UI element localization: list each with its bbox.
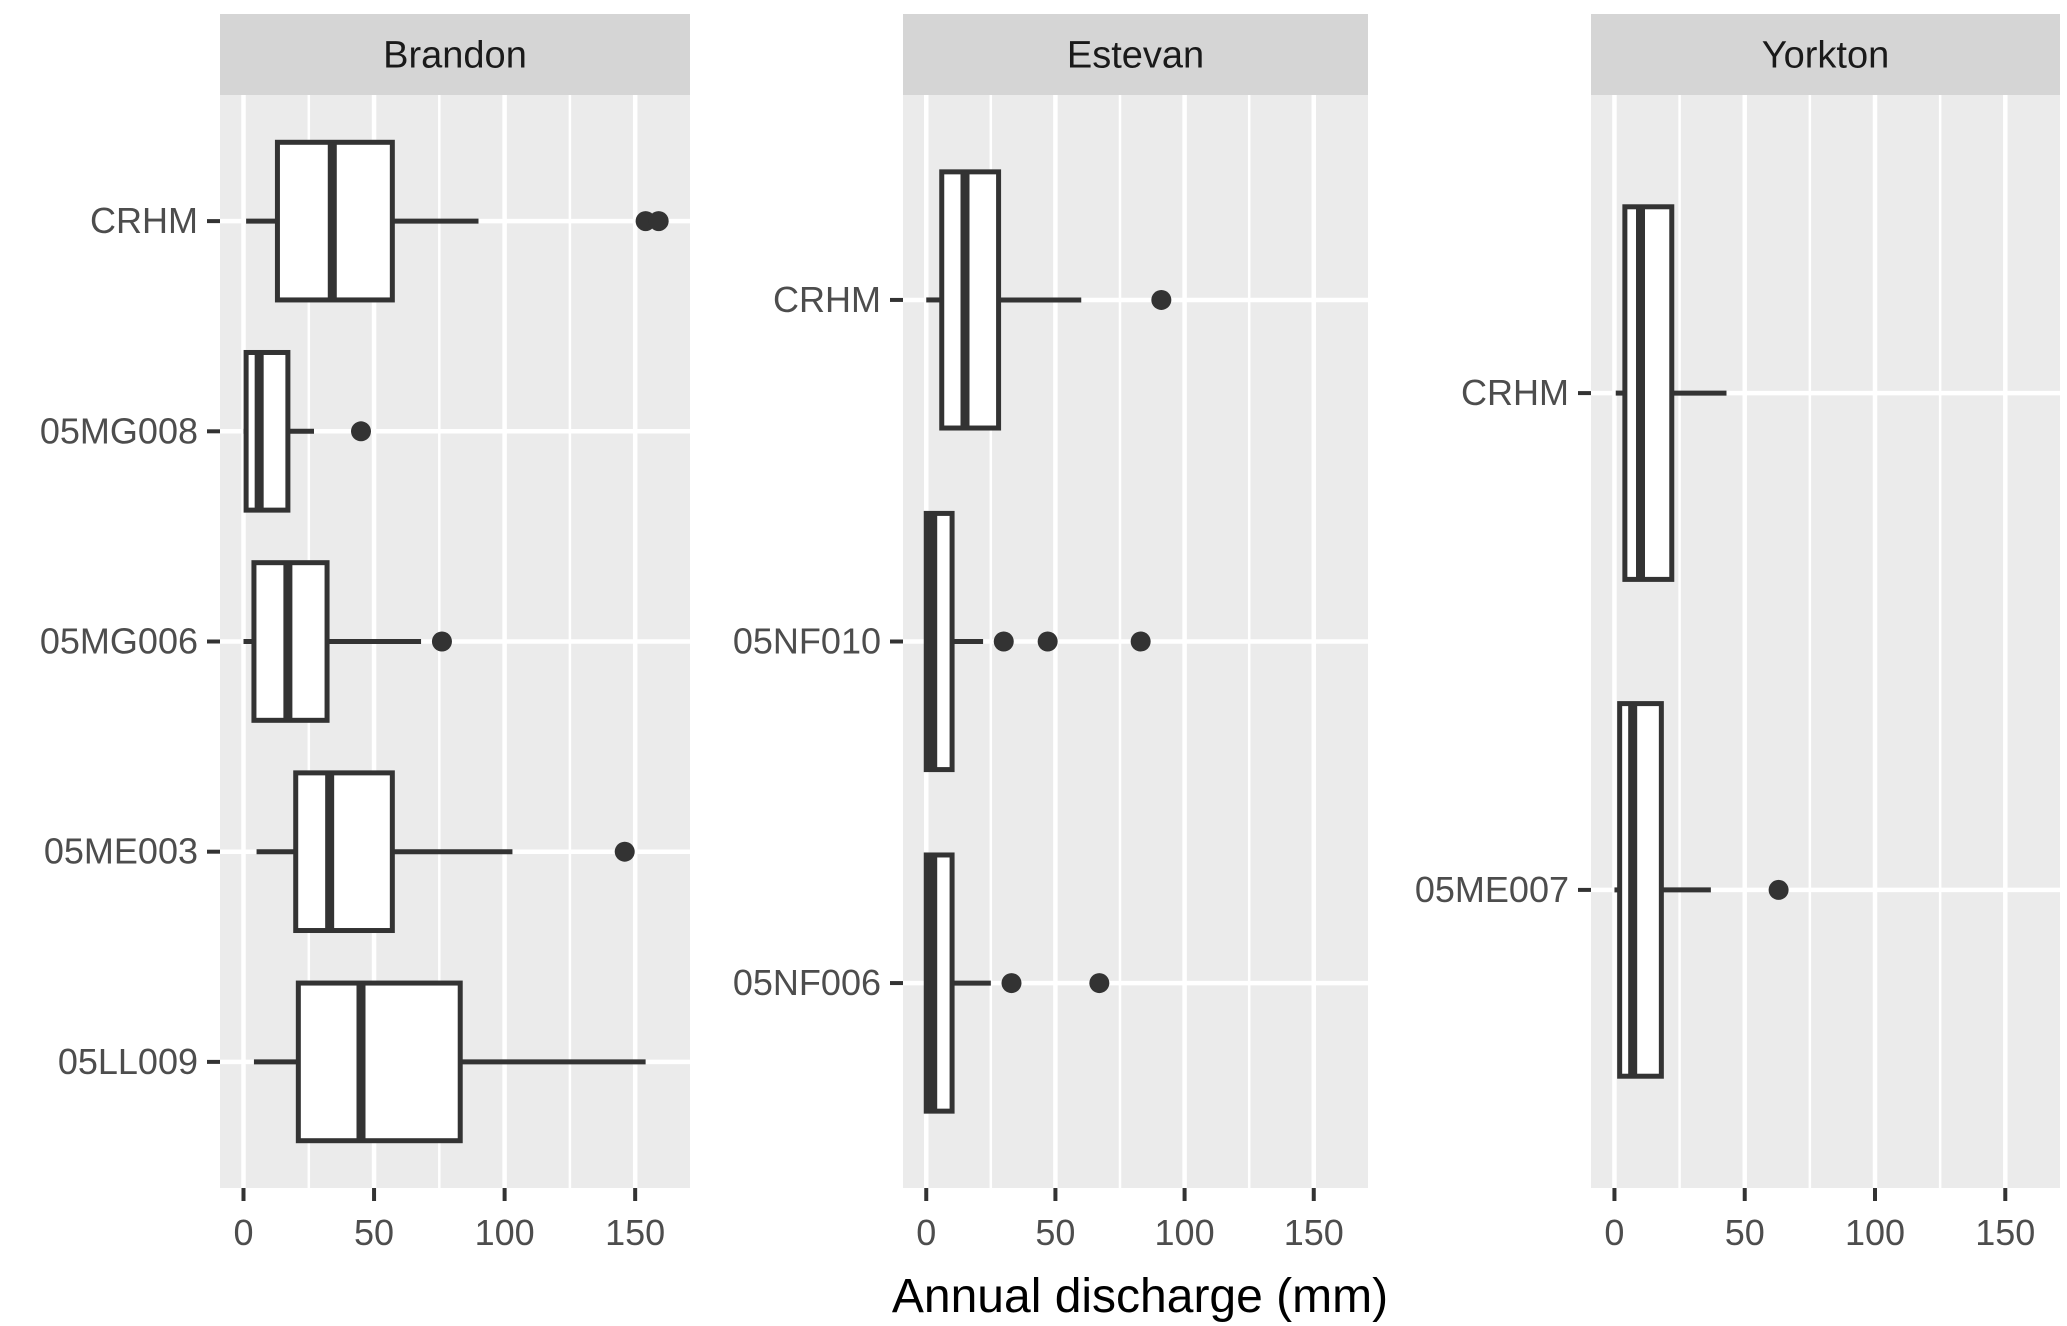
y-tick-label: CRHM — [1461, 372, 1569, 413]
y-tick-label: 05NF006 — [733, 962, 881, 1003]
facet-strip — [220, 14, 690, 95]
x-tick-label: 0 — [1604, 1212, 1624, 1253]
iqr-box — [295, 980, 463, 1144]
outlier-dot — [1130, 631, 1151, 652]
iqr-box — [293, 770, 395, 934]
iqr-box — [1617, 701, 1664, 1079]
outlier-dot — [1151, 289, 1172, 310]
facet-panel-yorkton: Yorkton 0 50 100 150 CRHM 05ME007 — [1415, 14, 2060, 1253]
boxplot-05nf006 — [923, 852, 1110, 1114]
x-tick-label: 150 — [605, 1212, 665, 1253]
y-tick-label: CRHM — [773, 279, 881, 320]
outlier-dot — [431, 631, 452, 652]
iqr-box — [939, 169, 1002, 431]
x-axis-title: Annual discharge (mm) — [892, 1270, 1388, 1323]
facet-strip-title: Yorkton — [1762, 35, 1889, 77]
x-tick-label: 100 — [1845, 1212, 1905, 1253]
x-tick-label: 50 — [1035, 1212, 1075, 1253]
x-tick-label: 150 — [1975, 1212, 2035, 1253]
x-tick-label: 0 — [233, 1212, 253, 1253]
boxplot-05ll009 — [253, 980, 646, 1144]
facet-strip-title: Brandon — [383, 35, 527, 77]
boxplot-05mg008 — [243, 349, 371, 513]
y-tick-label: 05NF010 — [733, 621, 881, 662]
x-tick-label: 150 — [1284, 1212, 1344, 1253]
x-tick-label: 50 — [354, 1212, 394, 1253]
y-tick-label: 05MG006 — [40, 621, 198, 662]
x-tick-label: 100 — [1155, 1212, 1215, 1253]
x-tick-label: 50 — [1725, 1212, 1765, 1253]
iqr-box — [1622, 204, 1675, 582]
outlier-dot — [351, 421, 371, 442]
boxplot-crhm — [1615, 204, 1727, 582]
x-tick-label: 100 — [475, 1212, 535, 1253]
boxplot-05nf010 — [923, 510, 1151, 773]
boxplot-05mg006 — [243, 560, 452, 723]
chart-content: Brandon 0 50 100 150 CRHM 05MG008 05MG006 05ME00… — [40, 14, 2060, 1253]
facet-panel-estevan: Estevan 0 50 100 150 CRHM 05NF010 05NF006 — [733, 14, 1368, 1253]
outlier-dot — [993, 631, 1014, 652]
boxplot-crhm — [926, 169, 1172, 431]
facet-strip — [903, 14, 1368, 95]
facet-strip-title: Estevan — [1067, 35, 1204, 77]
y-tick-label: 05ME003 — [44, 831, 198, 872]
boxplot-05me007 — [1614, 701, 1789, 1079]
outlier-dot — [1001, 973, 1022, 994]
y-tick-label: 05LL009 — [58, 1041, 198, 1082]
iqr-box — [243, 349, 291, 513]
facet-panel-brandon: Brandon 0 50 100 150 CRHM 05MG008 05MG006 05ME00… — [40, 14, 690, 1253]
y-tick-label: 05ME007 — [1415, 869, 1569, 910]
x-tick-label: 0 — [916, 1212, 936, 1253]
y-tick-label: CRHM — [90, 200, 198, 241]
outlier-dot — [1037, 631, 1058, 652]
outlier-dot — [1089, 973, 1110, 994]
boxplot-05me003 — [256, 770, 635, 934]
boxplot-crhm — [246, 139, 669, 303]
y-tick-label: 05MG008 — [40, 410, 198, 451]
facet-strip — [1591, 14, 2060, 95]
outlier-dot — [648, 211, 669, 232]
outlier-dot — [1768, 879, 1789, 900]
outlier-dot — [614, 841, 635, 862]
